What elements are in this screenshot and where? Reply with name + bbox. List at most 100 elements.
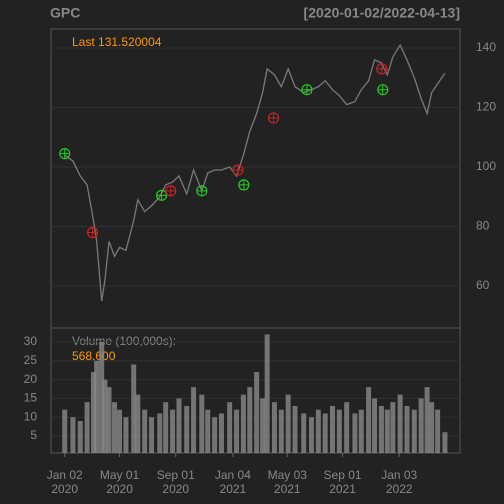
price-panel bbox=[50, 28, 461, 329]
y-tick-label: 60 bbox=[476, 278, 490, 292]
chart-subtitle: [2020-01-02/2022-04-13] bbox=[304, 5, 460, 21]
buy-cross bbox=[377, 84, 388, 95]
volume-bar bbox=[292, 405, 298, 453]
volume-bar bbox=[90, 372, 96, 453]
x-tick-label: May 03 bbox=[268, 468, 308, 482]
buy-cross bbox=[196, 185, 207, 196]
volume-bar bbox=[176, 398, 182, 453]
volume-bar bbox=[70, 417, 76, 453]
y-tick-label: 15 bbox=[24, 391, 38, 405]
volume-bar bbox=[366, 387, 372, 453]
x-tick-label: Sep 01 bbox=[157, 468, 195, 482]
volume-bar bbox=[285, 394, 291, 453]
x-tick-year: 2020 bbox=[162, 482, 189, 496]
volume-bar bbox=[322, 413, 328, 453]
volume-bar bbox=[149, 417, 155, 453]
volume-bar bbox=[404, 405, 410, 453]
x-tick-label: Jan 02 bbox=[47, 468, 83, 482]
volume-bar bbox=[131, 364, 137, 453]
sell-cross bbox=[165, 185, 176, 196]
volume-bar bbox=[94, 360, 100, 453]
sell-cross bbox=[232, 165, 243, 176]
volume-bar bbox=[390, 402, 396, 453]
volume-bar bbox=[308, 417, 314, 453]
volume-last: 568,600 bbox=[72, 349, 116, 363]
volume-bar bbox=[442, 432, 448, 453]
volume-bar bbox=[424, 387, 430, 453]
volume-bar bbox=[336, 409, 342, 453]
volume-bar bbox=[240, 394, 246, 453]
volume-bar bbox=[218, 413, 224, 453]
volume-bar bbox=[315, 409, 321, 453]
volume-bar bbox=[157, 413, 163, 453]
volume-bar bbox=[112, 402, 118, 453]
volume-bar bbox=[247, 387, 253, 453]
volume-bar bbox=[271, 402, 277, 453]
x-tick-year: 2021 bbox=[220, 482, 247, 496]
sell-cross bbox=[376, 63, 387, 74]
volume-bar bbox=[429, 402, 435, 453]
y-tick-label: 100 bbox=[476, 159, 496, 173]
volume-bar bbox=[372, 398, 378, 453]
buy-cross bbox=[59, 148, 70, 159]
volume-bar bbox=[254, 372, 260, 453]
volume-bar bbox=[199, 394, 205, 453]
volume-bar bbox=[234, 409, 240, 453]
volume-bar bbox=[352, 413, 358, 453]
volume-bar bbox=[264, 334, 270, 453]
volume-bar bbox=[184, 405, 190, 453]
volume-bar bbox=[99, 341, 105, 453]
x-tick-year: 2021 bbox=[329, 482, 356, 496]
volume-bar bbox=[163, 402, 169, 453]
volume-bar bbox=[227, 402, 233, 453]
buy-cross bbox=[301, 84, 312, 95]
volume-bar bbox=[117, 409, 123, 453]
y-tick-label: 120 bbox=[476, 100, 496, 114]
volume-bar bbox=[205, 409, 211, 453]
x-tick-year: 2020 bbox=[106, 482, 133, 496]
volume-bar bbox=[397, 394, 403, 453]
volume-bar bbox=[62, 409, 68, 453]
volume-bar bbox=[142, 409, 148, 453]
volume-bar bbox=[212, 417, 218, 453]
volume-bar bbox=[77, 420, 83, 453]
sell-cross bbox=[87, 227, 98, 238]
volume-bar bbox=[102, 379, 108, 453]
volume-bar bbox=[330, 405, 336, 453]
volume-bar bbox=[84, 402, 90, 453]
buy-cross bbox=[156, 190, 167, 201]
volume-bar bbox=[301, 413, 307, 453]
y-tick-label: 140 bbox=[476, 40, 496, 54]
volume-bar bbox=[384, 409, 390, 453]
volume-bar bbox=[435, 409, 441, 453]
x-tick-year: 2021 bbox=[274, 482, 301, 496]
y-tick-label: 80 bbox=[476, 219, 490, 233]
buy-cross bbox=[238, 179, 249, 190]
x-tick-label: Jan 04 bbox=[215, 468, 251, 482]
volume-bar bbox=[260, 398, 266, 453]
volume-bar bbox=[418, 398, 424, 453]
y-tick-label: 25 bbox=[24, 353, 38, 367]
x-tick-label: Jan 03 bbox=[381, 468, 417, 482]
volume-bar bbox=[378, 405, 384, 453]
volume-bar bbox=[106, 387, 112, 453]
volume-title: Volume (100,000s): bbox=[72, 334, 176, 348]
price-line bbox=[64, 43, 446, 302]
y-tick-label: 20 bbox=[24, 372, 38, 386]
volume-bar bbox=[411, 409, 417, 453]
y-tick-label: 5 bbox=[30, 428, 37, 442]
y-tick-label: 10 bbox=[24, 409, 38, 423]
chart-title: GPC bbox=[50, 5, 80, 21]
y-tick-label: 30 bbox=[24, 334, 38, 348]
volume-bar bbox=[123, 417, 129, 453]
volume-bar bbox=[278, 409, 284, 453]
volume-bar bbox=[358, 409, 364, 453]
volume-bar bbox=[344, 402, 350, 453]
sell-cross bbox=[268, 112, 279, 123]
x-tick-label: May 01 bbox=[100, 468, 140, 482]
x-tick-label: Sep 01 bbox=[324, 468, 362, 482]
last-label: Last 131.520004 bbox=[72, 35, 162, 49]
volume-bar bbox=[191, 387, 197, 453]
volume-bar bbox=[135, 394, 141, 453]
